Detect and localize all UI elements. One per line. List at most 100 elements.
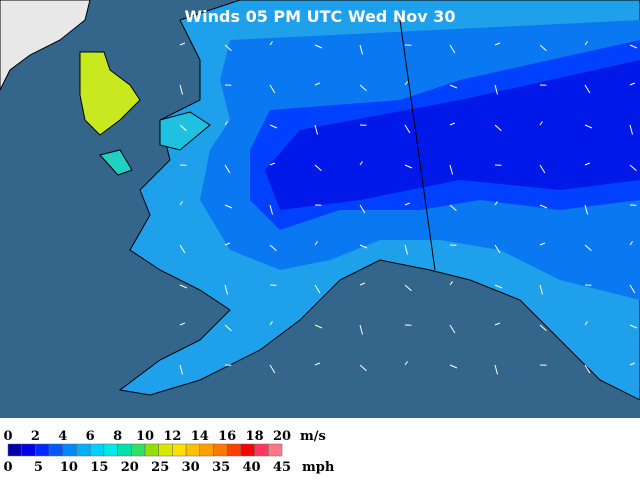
wind-arrow bbox=[269, 124, 278, 129]
mph-unit: mph bbox=[302, 460, 335, 475]
color-swatch bbox=[62, 443, 77, 457]
wind-arrow bbox=[494, 322, 501, 326]
wind-arrow bbox=[404, 244, 409, 255]
wind-arrow bbox=[539, 204, 548, 209]
color-swatch bbox=[240, 443, 255, 457]
mph-tick-label: 10 bbox=[60, 460, 78, 475]
wind-arrow bbox=[539, 121, 543, 126]
wind-arrow bbox=[269, 204, 274, 215]
wind-arrow bbox=[314, 362, 321, 366]
wind-arrow bbox=[539, 44, 547, 52]
wind-arrow bbox=[584, 321, 588, 326]
wind-arrow bbox=[269, 364, 276, 374]
wind-arrow bbox=[314, 284, 321, 294]
ms-tick-label: 12 bbox=[163, 429, 181, 444]
wind-arrow bbox=[494, 244, 501, 254]
wind-arrow bbox=[584, 162, 591, 166]
wind-arrow bbox=[449, 84, 458, 89]
ms-tick-label: 20 bbox=[273, 429, 291, 444]
wind-arrow bbox=[494, 201, 498, 206]
wind-arrow bbox=[314, 324, 323, 329]
color-swatch bbox=[199, 443, 214, 457]
wind-arrow bbox=[179, 364, 184, 375]
wind-arrow bbox=[359, 244, 368, 249]
wind-arrow bbox=[404, 202, 411, 206]
wind-arrow bbox=[224, 164, 231, 174]
wind-arrow bbox=[584, 124, 593, 129]
wind-arrow bbox=[314, 164, 322, 172]
color-swatch bbox=[117, 443, 132, 457]
wind-arrow bbox=[449, 364, 458, 369]
mph-tick-label: 5 bbox=[34, 460, 43, 475]
wind-arrow bbox=[224, 324, 232, 332]
color-swatch bbox=[48, 443, 64, 457]
wind-arrow bbox=[449, 164, 454, 175]
wind-arrow bbox=[539, 164, 546, 174]
wind-arrow bbox=[179, 244, 186, 254]
wind-arrow bbox=[629, 164, 637, 172]
color-swatch bbox=[131, 443, 146, 457]
wind-arrow bbox=[449, 204, 457, 212]
wind-arrow bbox=[629, 124, 634, 135]
mph-tick-label: 35 bbox=[212, 460, 230, 475]
color-swatch bbox=[89, 443, 105, 457]
ms-tick-label: 2 bbox=[31, 429, 40, 444]
wind-arrow bbox=[314, 82, 321, 86]
ms-tick-label: 0 bbox=[3, 429, 12, 444]
wind-arrow bbox=[584, 41, 588, 46]
wind-arrow bbox=[449, 324, 456, 334]
wind-arrow bbox=[179, 42, 186, 46]
mph-tick-label: 20 bbox=[121, 460, 139, 475]
wind-arrow bbox=[359, 161, 363, 166]
wind-arrow bbox=[449, 281, 453, 286]
color-swatch bbox=[172, 443, 187, 457]
ms-tick-label: 6 bbox=[86, 429, 95, 444]
wind-arrow bbox=[494, 42, 501, 46]
wind-arrow bbox=[179, 284, 188, 289]
wind-arrow bbox=[179, 201, 183, 206]
wind-arrow bbox=[314, 44, 323, 49]
mph-tick-label: 45 bbox=[273, 460, 291, 475]
wind-arrow bbox=[269, 244, 277, 252]
wind-arrow bbox=[539, 242, 546, 246]
color-swatch bbox=[76, 443, 91, 457]
color-swatch bbox=[268, 443, 283, 457]
wind-arrow bbox=[449, 44, 456, 54]
color-swatch bbox=[103, 443, 118, 457]
color-swatch bbox=[144, 443, 159, 457]
wind-arrow bbox=[539, 284, 544, 295]
wind-arrow bbox=[359, 364, 367, 372]
wind-arrow bbox=[269, 321, 273, 326]
wind-arrow bbox=[314, 241, 318, 246]
wind-arrow bbox=[359, 84, 367, 92]
ms-tick-label: 18 bbox=[246, 429, 264, 444]
wind-arrow bbox=[494, 84, 499, 95]
wind-arrow bbox=[404, 124, 411, 134]
color-swatch bbox=[158, 443, 173, 457]
legend: 0 2 4 6 8 10 12 14 16 18 20 m/s 0 5 10 15 20 25 30 35 40 45 mp… bbox=[0, 418, 640, 480]
ms-tick-label: 8 bbox=[113, 429, 122, 444]
land-seward bbox=[159, 111, 211, 151]
mph-tick-label: 15 bbox=[90, 460, 108, 475]
ms-tick-label: 16 bbox=[218, 429, 236, 444]
land-chukotka bbox=[79, 51, 141, 136]
wind-arrow bbox=[629, 241, 633, 246]
wind-arrow bbox=[584, 244, 592, 252]
color-swatch bbox=[213, 443, 228, 457]
wind-arrow bbox=[269, 41, 273, 46]
wind-arrow bbox=[179, 84, 184, 95]
color-swatch bbox=[35, 443, 50, 457]
color-swatch bbox=[185, 443, 201, 457]
wind-arrow bbox=[314, 124, 319, 135]
wind-arrow bbox=[629, 362, 636, 366]
ms-tick-label: 14 bbox=[191, 429, 209, 444]
wind-arrow bbox=[359, 324, 364, 335]
wind-arrow bbox=[584, 364, 591, 374]
ms-tick-label: 10 bbox=[136, 429, 154, 444]
wind-arrow bbox=[359, 44, 364, 55]
land-st-lawrence bbox=[99, 149, 133, 176]
color-swatch bbox=[7, 443, 22, 457]
wind-arrow bbox=[629, 324, 638, 329]
wind-arrow bbox=[404, 164, 413, 169]
wind-arrow bbox=[494, 284, 503, 289]
